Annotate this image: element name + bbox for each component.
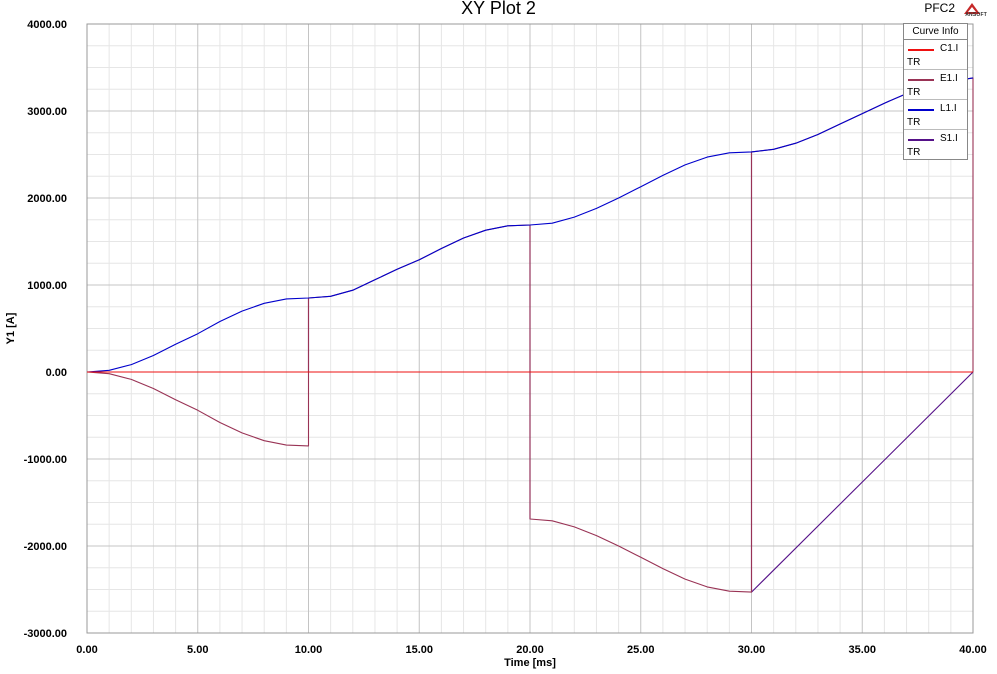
legend-item-s1[interactable]: S1.I TR: [904, 130, 967, 160]
series-layer: [86, 77, 974, 593]
x-tick-label: 0.00: [76, 644, 97, 656]
x-axis-label: Time [ms]: [504, 657, 556, 669]
legend-item-name: E1.I: [940, 73, 958, 84]
x-tick-label: 35.00: [848, 644, 876, 656]
x-tick-label: 15.00: [405, 644, 433, 656]
y-axis-tick-labels: 4000.00 3000.00 2000.00 1000.00 0.00 -1000.00…: [24, 19, 67, 640]
x-tick-label: 40.00: [959, 644, 987, 656]
y-tick-label: 2000.00: [27, 193, 67, 205]
x-axis-tick-labels: 0.00 5.00 10.00 15.00 20.00 25.00 30.00 35.00 40…: [76, 644, 986, 656]
legend-item-name: L1.I: [940, 103, 957, 114]
y-tick-label: 3000.00: [27, 106, 67, 118]
legend-item-name: S1.I: [940, 133, 958, 144]
series-line-l1-i: [86, 77, 974, 373]
x-tick-label: 30.00: [738, 644, 766, 656]
x-tick-label: 10.00: [295, 644, 323, 656]
legend-swatch: [908, 109, 934, 111]
legend-item-l1[interactable]: L1.I TR: [904, 100, 967, 130]
y-axis-label: Y1 [A]: [5, 312, 17, 344]
legend-item-c1[interactable]: C1.I TR: [904, 40, 967, 70]
y-tick-label: 4000.00: [27, 19, 67, 31]
y-tick-label: -3000.00: [24, 628, 67, 640]
x-tick-label: 5.00: [187, 644, 208, 656]
ansoft-logo-icon: [964, 3, 980, 14]
legend-item-name: C1.I: [940, 43, 959, 54]
legend-item-sub: TR: [907, 147, 921, 158]
x-tick-label: 25.00: [627, 644, 655, 656]
legend-swatch: [908, 49, 934, 51]
y-tick-label: -2000.00: [24, 541, 67, 553]
legend-item-e1[interactable]: E1.I TR: [904, 70, 967, 100]
logo-text: ANSOFT: [965, 12, 987, 18]
legend-swatch: [908, 79, 934, 81]
x-tick-label: 20.00: [516, 644, 544, 656]
project-name: PFC2: [924, 1, 955, 15]
legend-title: Curve Info: [904, 24, 967, 40]
curve-info-legend[interactable]: Curve Info C1.I TR E1.I TR L1.I TR S1.I …: [903, 23, 968, 160]
legend-item-sub: TR: [907, 57, 921, 68]
legend-item-sub: TR: [907, 87, 921, 98]
y-tick-label: 0.00: [46, 367, 67, 379]
plot-title: XY Plot 2: [461, 0, 536, 18]
y-tick-label: -1000.00: [24, 454, 67, 466]
legend-swatch: [908, 139, 934, 141]
legend-item-sub: TR: [907, 117, 921, 128]
y-tick-label: 1000.00: [27, 280, 67, 292]
